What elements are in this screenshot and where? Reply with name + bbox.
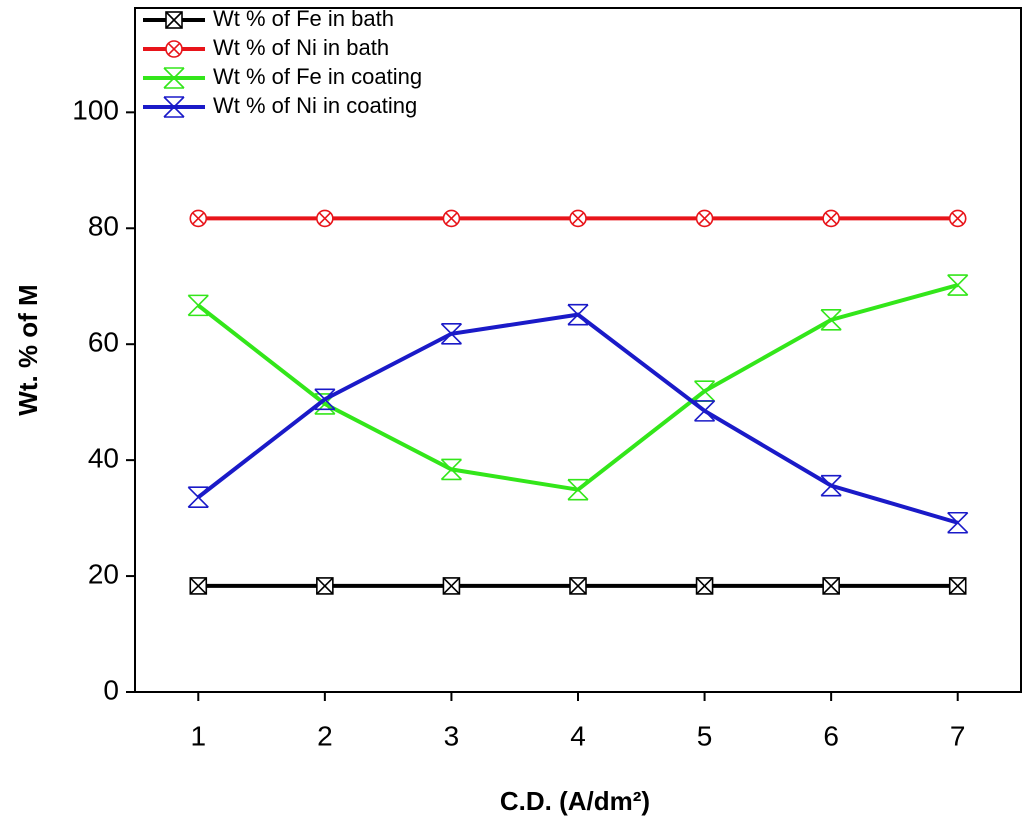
marker-part [694, 380, 716, 402]
marker-part [694, 400, 716, 422]
marker-part [316, 577, 334, 595]
marker [316, 209, 334, 228]
marker [822, 209, 840, 228]
marker [822, 577, 840, 595]
legend-label: Wt % of Ni in coating [213, 93, 417, 118]
marker-part [569, 577, 587, 595]
marker-part [442, 577, 460, 595]
legend-marker-part [167, 42, 181, 56]
marker-part [440, 458, 462, 481]
x-tick-label: 7 [950, 720, 966, 751]
marker [569, 577, 587, 595]
x-axis-label: C.D. (A/dm²) [500, 786, 650, 816]
marker [187, 294, 209, 317]
marker [569, 209, 587, 228]
x-tick-label: 4 [570, 720, 586, 751]
marker [695, 577, 714, 595]
x-tick-label: 1 [190, 720, 206, 751]
marker-part [192, 212, 205, 225]
marker-part [445, 212, 458, 225]
marker-part [822, 577, 840, 595]
marker [316, 577, 334, 595]
marker-part [696, 577, 714, 595]
y-tick-label: 80 [88, 211, 119, 242]
x-tick-label: 6 [823, 720, 839, 751]
legend-label: Wt % of Fe in coating [213, 64, 422, 89]
x-tick-label: 2 [317, 720, 333, 751]
marker-part [820, 309, 842, 331]
marker [948, 577, 967, 595]
y-axis-label: Wt. % of M [13, 284, 43, 415]
marker [314, 388, 336, 411]
marker-part [314, 393, 336, 415]
legend: Wt % of Fe in bath Wt % of Ni in bath Wt %… [143, 6, 422, 118]
marker-part [947, 274, 969, 296]
marker [567, 478, 589, 501]
y-tick-label: 0 [103, 674, 119, 705]
marker-part [949, 577, 967, 595]
marker-part [824, 212, 838, 225]
marker [314, 393, 336, 415]
marker [442, 577, 461, 595]
marker [820, 474, 842, 497]
legend-marker-part [165, 11, 183, 29]
marker-part [318, 212, 332, 225]
marker [947, 274, 969, 296]
marker-part [951, 212, 964, 225]
y-tick-label: 60 [88, 327, 119, 358]
marker [189, 209, 208, 228]
marker [695, 209, 714, 228]
y-tick-label: 20 [88, 558, 119, 589]
marker [440, 458, 462, 481]
marker [440, 322, 462, 345]
marker-part [440, 322, 462, 345]
marker [694, 400, 716, 422]
marker [820, 309, 842, 331]
marker-part [947, 511, 969, 534]
series [187, 303, 969, 534]
marker [567, 303, 589, 326]
legend-marker [163, 96, 185, 118]
x-tick-label: 5 [697, 720, 713, 751]
series [189, 577, 967, 595]
marker-part [571, 212, 585, 225]
marker [189, 577, 208, 595]
series [189, 209, 967, 228]
marker-part [567, 478, 589, 501]
legend-marker [165, 40, 183, 58]
y-tick-label: 40 [88, 443, 119, 474]
marker-part [187, 486, 209, 509]
series [187, 274, 969, 501]
marker-part [314, 388, 336, 411]
legend-label: Wt % of Ni in bath [213, 35, 389, 60]
legend-marker-part [163, 67, 185, 89]
y-tick-label: 100 [72, 95, 119, 126]
marker [187, 486, 209, 509]
marker [947, 511, 969, 534]
marker-part [567, 303, 589, 326]
legend-marker-part [163, 96, 185, 118]
legend-label: Wt % of Fe in bath [213, 6, 394, 31]
x-tick-label: 3 [444, 720, 460, 751]
marker-part [189, 577, 207, 595]
marker-part [698, 212, 711, 225]
marker [948, 209, 967, 228]
legend-marker [165, 11, 183, 29]
marker [442, 209, 461, 228]
marker-part [187, 294, 209, 317]
marker [694, 380, 716, 402]
marker-part [820, 474, 842, 497]
legend-marker [163, 67, 185, 89]
